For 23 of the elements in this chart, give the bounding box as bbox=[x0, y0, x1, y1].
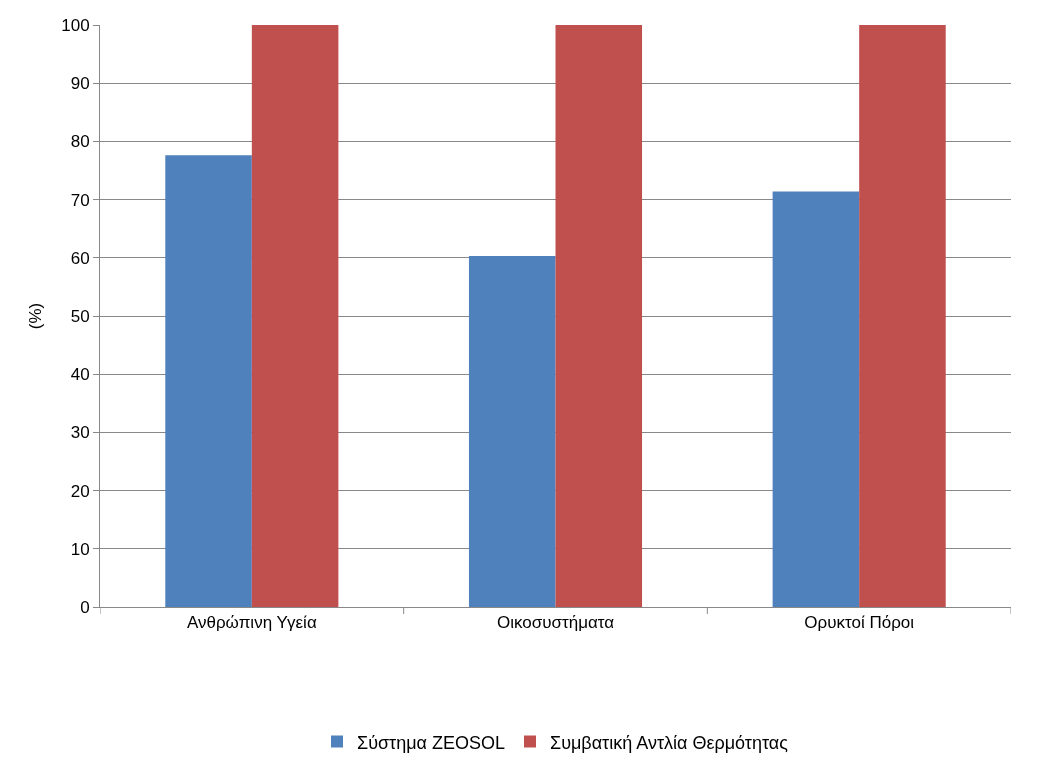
y-tick-label: 60 bbox=[70, 248, 90, 268]
y-tick-label: 80 bbox=[70, 132, 90, 152]
y-tick-label: 0 bbox=[80, 597, 90, 617]
bar bbox=[555, 25, 643, 607]
x-tick-label: Οικοσυστήματα bbox=[496, 613, 615, 633]
y-tick-label: 20 bbox=[70, 481, 90, 501]
x-tick-label: Ανθρώπινη Υγεία bbox=[186, 613, 317, 633]
bar bbox=[859, 25, 946, 607]
bar bbox=[772, 191, 860, 607]
y-tick-label: 50 bbox=[70, 306, 90, 326]
x-tick-label: Ορυκτοί Πόροι bbox=[804, 613, 915, 633]
bar bbox=[251, 25, 339, 607]
bar bbox=[165, 155, 252, 607]
bar bbox=[468, 256, 556, 607]
legend-label: Σύστημα ZEOSOL bbox=[357, 732, 505, 753]
y-tick-label: 100 bbox=[61, 15, 90, 35]
y-tick-label: 40 bbox=[70, 365, 90, 385]
y-tick-label: 30 bbox=[70, 423, 90, 443]
y-axis-title: (%) bbox=[25, 302, 45, 330]
y-tick-label: 70 bbox=[70, 190, 90, 210]
y-tick-label: 10 bbox=[70, 539, 90, 559]
legend-label: Συμβατική Αντλία Θερμότητας bbox=[550, 732, 789, 753]
y-tick-label: 90 bbox=[70, 74, 90, 94]
